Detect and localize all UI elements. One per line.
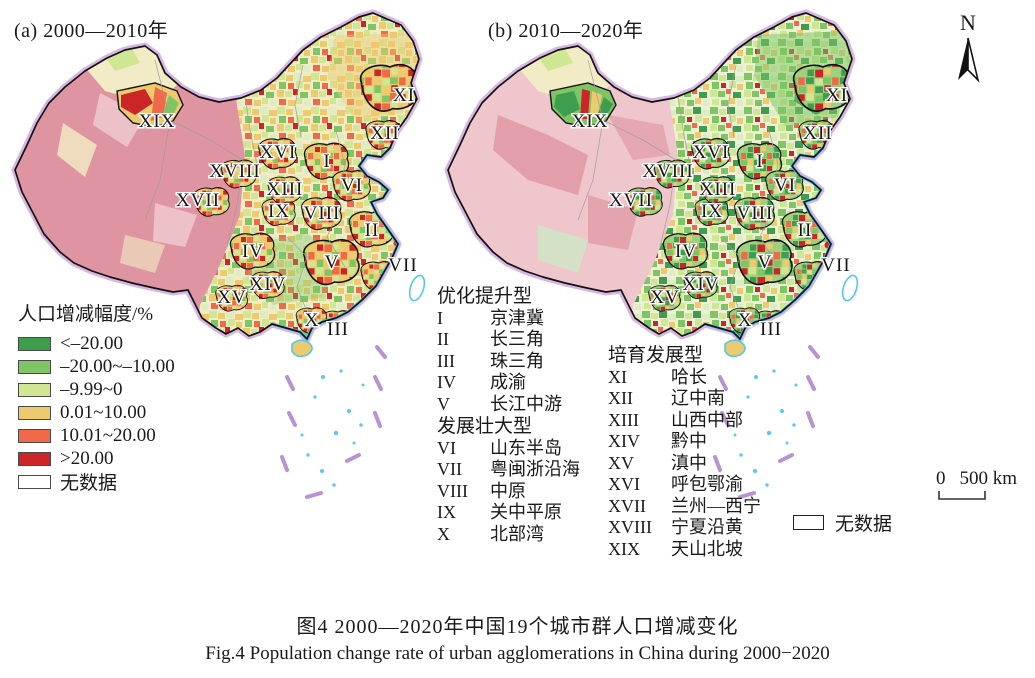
caption-zh: 图4 2000—2020年中国19个城市群人口增减变化 — [296, 616, 739, 638]
map-label-XII: XII — [370, 123, 399, 144]
legend-swatch — [18, 428, 51, 443]
map-label-III: III — [760, 319, 782, 340]
legend: 人口增减幅度/% <–20.00 –20.00~–10.00 –9.99~0 0… — [18, 299, 248, 494]
map-label-V: V — [325, 252, 340, 273]
map-label-II: II — [798, 220, 813, 241]
legend-item: –9.99~0 — [18, 378, 248, 401]
panel-a-title: (a) 2000—2010年 — [14, 20, 169, 42]
map-label-VII: VII — [821, 255, 850, 276]
map-label-V: V — [758, 252, 773, 273]
legend-swatch — [18, 451, 51, 466]
map-label-XIV: XIV — [683, 274, 720, 295]
group-title: 优化提升型 — [437, 286, 533, 307]
list-item: XI 哈长 — [608, 366, 707, 387]
map-label-VIII: VIII — [737, 203, 774, 224]
map-label-II: II — [365, 220, 380, 241]
map-label-VI: VI — [774, 175, 796, 196]
list-item: VII 粤闽浙沿海 — [437, 459, 580, 479]
map-label-XVI: XVI — [260, 142, 297, 163]
legend-item: 无数据 — [18, 470, 248, 494]
north-label: N — [960, 10, 976, 35]
map-label-XVII: XVII — [609, 190, 653, 211]
map-label-I: I — [323, 151, 330, 172]
map-label-XVIII: XVIII — [209, 161, 260, 182]
scale-bar: 0 500 km — [930, 468, 1035, 502]
legend-title: 人口增减幅度/% — [18, 304, 154, 325]
list-item: X 北部湾 — [437, 523, 544, 544]
list-item: VIII 中原 — [437, 480, 526, 501]
map-label-X: X — [738, 310, 753, 331]
list-item: XIII 山西中部 — [608, 409, 743, 430]
list-item: XIX 天山北坡 — [608, 538, 743, 559]
list-item: IV 成渝 — [437, 372, 526, 392]
map-label-IX: IX — [701, 201, 723, 222]
map-label-VII: VII — [388, 255, 417, 276]
list-item: III 珠三角 — [437, 350, 544, 371]
map-label-XIX: XIX — [572, 111, 609, 132]
list-item: VI 山东半岛 — [437, 437, 562, 458]
list-item: I 京津冀 — [437, 307, 544, 328]
map-label-VI: VI — [341, 175, 363, 196]
map-label-XIV: XIV — [250, 274, 287, 295]
map-label-XVII: XVII — [176, 190, 220, 211]
list-item: XV 滇中 — [608, 452, 707, 473]
legend-swatch — [18, 336, 51, 351]
map-label-XV: XV — [650, 287, 679, 308]
agglomeration-list-right: 培育发展型 XI 哈长 XII 辽中南 XIII 山西中部 XIV 黔中 XV 滇中 XV… — [608, 345, 761, 560]
map-label-XII: XII — [803, 123, 832, 144]
list-item: II 长三角 — [437, 329, 544, 349]
legend-swatch — [18, 474, 51, 489]
list-item: XVII 兰州—西宁 — [608, 495, 761, 516]
map-label-XVIII: XVIII — [642, 161, 693, 182]
map-label-XV: XV — [217, 287, 246, 308]
legend-item: >20.00 — [18, 447, 248, 470]
legend-swatch — [18, 382, 51, 397]
map-label-XIX: XIX — [139, 111, 176, 132]
scale-bracket — [938, 491, 986, 500]
panel-b-title: (b) 2010—2020年 — [488, 20, 644, 42]
map-label-IX: IX — [268, 201, 290, 222]
no-data-swatch — [793, 515, 824, 530]
map-label-X: X — [305, 310, 320, 331]
map-label-XI: XI — [826, 85, 848, 106]
map-label-XIII: XIII — [700, 179, 737, 200]
map-label-XIII: XIII — [267, 179, 304, 200]
group-title: 培育发展型 — [608, 345, 704, 366]
legend-swatch — [18, 359, 51, 374]
legend-item: 10.01~20.00 — [18, 424, 248, 447]
map-label-VIII: VIII — [304, 203, 341, 224]
map-label-XI: XI — [393, 85, 415, 106]
agglomeration-list-mid: 优化提升型 I 京津冀 II 长三角 III 珠三角 IV 成渝 V 长江中游 发展壮大型… — [437, 286, 580, 545]
legend-item: <–20.00 — [18, 332, 248, 355]
north-arrow: N — [938, 10, 998, 90]
caption-en: Fig.4 Population change rate of urban ag… — [205, 643, 830, 664]
list-item: XII 辽中南 — [608, 388, 725, 408]
legend-item: –20.00~–10.00 — [18, 355, 248, 378]
map-label-IV: IV — [675, 241, 697, 262]
no-data-legend: 无数据 — [793, 509, 892, 536]
list-item: XIV 黔中 — [608, 431, 707, 451]
map-label-IV: IV — [242, 241, 264, 262]
map-label-III: III — [327, 319, 349, 340]
list-item: XVIII 宁夏沿黄 — [608, 517, 743, 537]
group-title: 发展壮大型 — [437, 416, 533, 437]
map-label-XVI: XVI — [693, 142, 730, 163]
legend-item: 0.01~10.00 — [18, 401, 248, 424]
list-item: V 长江中游 — [437, 393, 562, 414]
map-label-I: I — [756, 151, 763, 172]
legend-swatch — [18, 405, 51, 420]
list-item: XVI 呼包鄂渝 — [608, 474, 743, 494]
list-item: IX 关中平原 — [437, 502, 562, 522]
compass-icon — [958, 37, 980, 83]
